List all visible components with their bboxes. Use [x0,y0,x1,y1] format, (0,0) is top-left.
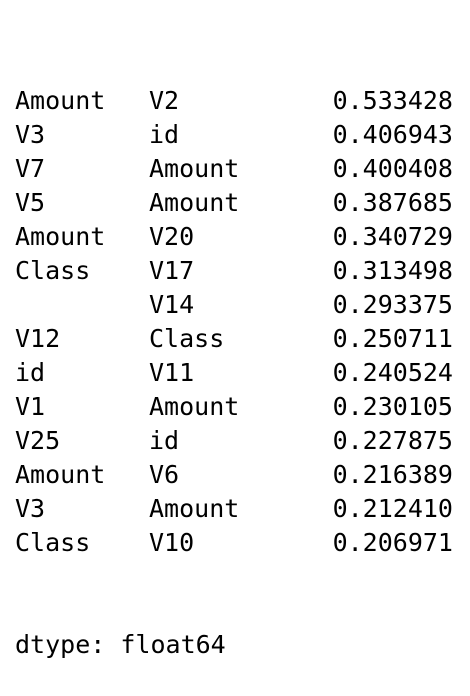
correlation-value: 0.387685 [332,188,453,217]
correlation-value: 0.340729 [332,222,453,251]
series-row: Amount V6 0.216389 [15,458,453,492]
index-level-1: V7 [15,154,46,183]
index-level-1: Amount [15,86,106,115]
index-level-1: V3 [15,494,46,523]
correlation-value: 0.533428 [332,86,453,115]
index-level-2: id [149,426,180,455]
correlation-value: 0.250711 [332,324,453,353]
correlation-value: 0.313498 [332,256,453,285]
series-row: V5 Amount 0.387685 [15,186,453,220]
index-level-2: Amount [149,154,240,183]
index-level-2: Amount [149,494,240,523]
index-level-2: V6 [149,460,180,489]
index-level-1: id [15,358,46,387]
index-level-2: V10 [149,528,195,557]
index-level-1: V3 [15,120,46,149]
series-row: Amount V2 0.533428 [15,84,453,118]
index-level-1 [15,288,149,322]
index-level-2: Amount [149,188,240,217]
correlation-value: 0.227875 [332,426,453,455]
series-row: V1 Amount 0.230105 [15,390,453,424]
index-level-1: V1 [15,392,46,421]
index-level-1: V25 [15,426,61,455]
index-level-1: V5 [15,188,46,217]
series-output: Amount V2 0.533428 V3 id 0.406943 V7 Amount 0.40… [15,16,453,696]
index-level-1: Amount [15,460,106,489]
index-level-2: Amount [149,392,240,421]
series-row: V3 Amount 0.212410 [15,492,453,526]
series-row: V14 0.293375 [15,288,453,322]
series-row: Class V17 0.313498 [15,254,453,288]
dtype-line: dtype: float64 [15,630,226,659]
index-level-2: V2 [149,86,180,115]
correlation-value: 0.212410 [332,494,453,523]
correlation-value: 0.216389 [332,460,453,489]
index-level-2: id [149,120,180,149]
series-row: id V11 0.240524 [15,356,453,390]
index-level-2: V17 [149,256,195,285]
index-level-2: V11 [149,358,195,387]
correlation-value: 0.206971 [332,528,453,557]
series-row: Amount V20 0.340729 [15,220,453,254]
correlation-value: 0.240524 [332,358,453,387]
series-rows: Amount V2 0.533428 V3 id 0.406943 V7 Amount 0.40… [15,84,453,560]
correlation-value: 0.400408 [332,154,453,183]
index-level-2: Class [149,324,225,353]
correlation-value: 0.293375 [332,290,453,319]
correlation-value: 0.406943 [332,120,453,149]
index-level-1: Class [15,528,91,557]
correlation-value: 0.230105 [332,392,453,421]
index-level-2: V20 [149,222,195,251]
index-level-1: Class [15,256,91,285]
series-row: V7 Amount 0.400408 [15,152,453,186]
series-row: V3 id 0.406943 [15,118,453,152]
series-row: Class V10 0.206971 [15,526,453,560]
index-level-1: Amount [15,222,106,251]
series-row: V12 Class 0.250711 [15,322,453,356]
index-level-1: V12 [15,324,61,353]
index-level-2: V14 [149,290,195,319]
series-row: V25 id 0.227875 [15,424,453,458]
